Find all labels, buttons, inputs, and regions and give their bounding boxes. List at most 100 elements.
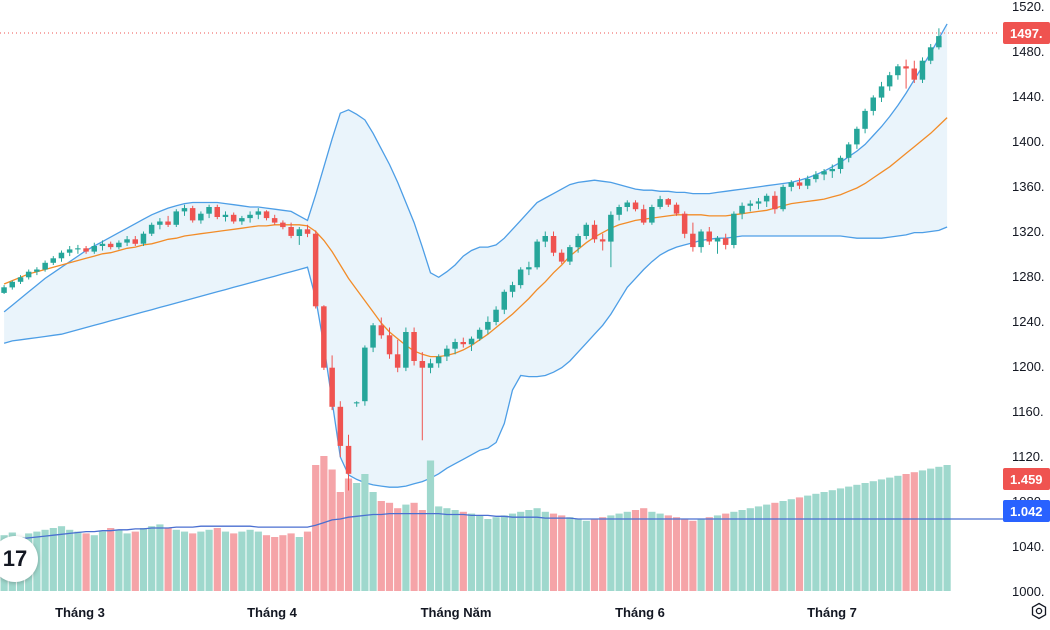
- candle: [345, 434, 352, 491]
- y-tick-label: 1480.: [1012, 44, 1045, 59]
- candle-body: [731, 213, 737, 245]
- candle-body: [148, 224, 155, 234]
- volume-bar: [681, 519, 689, 591]
- candle: [411, 327, 417, 366]
- volume-ma-tag-bg: [1003, 500, 1050, 522]
- candle: [624, 200, 630, 212]
- candle: [878, 81, 885, 102]
- candle: [255, 208, 262, 220]
- candle: [804, 175, 811, 190]
- volume-bar: [771, 502, 779, 591]
- volume-bar: [861, 483, 869, 591]
- candle: [50, 256, 56, 265]
- y-tick-label: 1000.: [1012, 584, 1045, 599]
- candle-body: [83, 248, 89, 252]
- candle: [657, 195, 663, 210]
- candle: [206, 204, 212, 219]
- bollinger-middle-line: [3, 117, 948, 358]
- candle-body: [280, 222, 286, 228]
- candle-body: [681, 213, 688, 234]
- candle-body: [91, 246, 97, 252]
- candle: [435, 354, 442, 368]
- candle: [747, 200, 753, 212]
- candle-body: [870, 97, 876, 111]
- candle-body: [116, 242, 122, 248]
- candle-body: [591, 224, 598, 240]
- volume-bar: [410, 502, 418, 591]
- volume-bar: [894, 475, 902, 591]
- candle-body: [165, 221, 171, 225]
- candle-body: [665, 199, 671, 205]
- volume-bar: [902, 474, 910, 591]
- candle: [296, 227, 303, 245]
- candle: [632, 200, 639, 212]
- volume-bar: [697, 519, 705, 591]
- settings-icon[interactable]: [1030, 602, 1048, 620]
- volume-bar: [828, 490, 836, 591]
- candle: [247, 211, 253, 223]
- candle: [796, 177, 803, 190]
- candle: [681, 211, 688, 239]
- candle-body: [788, 182, 794, 187]
- candle: [780, 184, 786, 212]
- candle-body: [198, 213, 204, 221]
- volume-bar: [648, 511, 656, 591]
- candle: [124, 236, 130, 246]
- candle: [936, 28, 942, 50]
- x-tick-label: Tháng 7: [807, 605, 857, 620]
- volume-bar: [738, 510, 746, 591]
- volume-bar: [320, 456, 328, 591]
- candle: [862, 108, 868, 134]
- candle: [591, 220, 598, 243]
- volume-bar: [57, 526, 66, 591]
- volume-bar: [254, 531, 262, 591]
- y-tick-label: 1440.: [1012, 89, 1045, 104]
- volume-bar: [877, 479, 886, 591]
- candle-body: [534, 241, 540, 268]
- candle-body: [632, 202, 639, 210]
- candle: [386, 327, 393, 359]
- candle-body: [353, 402, 360, 404]
- volume-bar: [918, 470, 927, 591]
- volume-bar: [558, 515, 566, 591]
- volume-bar: [927, 468, 935, 591]
- candle-body: [99, 243, 106, 246]
- volume-bar: [517, 511, 525, 591]
- candle: [616, 204, 622, 221]
- candle-body: [739, 205, 745, 214]
- candle: [690, 222, 696, 252]
- x-tick-label: Tháng Năm: [421, 605, 492, 620]
- volume-bar: [82, 533, 90, 591]
- candle: [706, 227, 712, 245]
- candle-layer: [1, 28, 942, 491]
- candle-body: [157, 221, 163, 225]
- candle-body: [247, 214, 253, 219]
- volume-bar: [443, 508, 451, 591]
- tradingview-logo[interactable]: 17: [0, 536, 38, 582]
- candle-body: [124, 239, 130, 243]
- candle-body: [616, 207, 622, 215]
- candle-body: [895, 66, 901, 76]
- volume-ma-tag: 1.042: [1003, 500, 1050, 522]
- volume-bar: [845, 486, 853, 591]
- volume-bar: [689, 520, 697, 591]
- volume-bar: [640, 508, 648, 591]
- candle: [755, 198, 762, 210]
- y-tick-label: 1360.: [1012, 179, 1045, 194]
- candle-body: [936, 36, 942, 48]
- candle: [173, 209, 179, 227]
- volume-bar: [656, 513, 664, 591]
- candle: [845, 142, 852, 163]
- volume-bar: [705, 517, 713, 591]
- candle-body: [862, 110, 868, 129]
- candle: [280, 220, 286, 230]
- volume-bar: [451, 510, 459, 591]
- candle: [485, 316, 491, 335]
- y-tick-label: 1200.: [1012, 359, 1045, 374]
- volume-tag-label: 1.459: [1010, 472, 1043, 487]
- volume-bar: [426, 460, 435, 591]
- candle-body: [747, 203, 753, 206]
- candle-body: [599, 239, 606, 242]
- candle: [91, 242, 97, 254]
